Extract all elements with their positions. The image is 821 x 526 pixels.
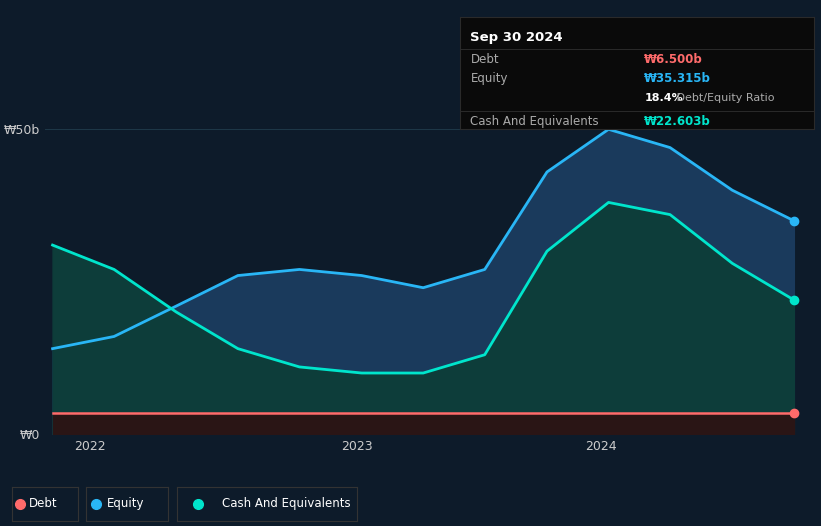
Text: Debt/Equity Ratio: Debt/Equity Ratio xyxy=(672,93,774,103)
Text: ₩22.603b: ₩22.603b xyxy=(644,115,711,128)
Text: Equity: Equity xyxy=(107,497,144,510)
Text: Cash And Equivalents: Cash And Equivalents xyxy=(470,115,599,128)
Text: ₩35.315b: ₩35.315b xyxy=(644,72,711,85)
Text: Debt: Debt xyxy=(29,497,57,510)
Text: Debt: Debt xyxy=(470,53,499,66)
Text: Cash And Equivalents: Cash And Equivalents xyxy=(222,497,351,510)
Text: Sep 30 2024: Sep 30 2024 xyxy=(470,31,563,44)
Text: 18.4%: 18.4% xyxy=(644,93,683,103)
Text: ₩6.500b: ₩6.500b xyxy=(644,53,703,66)
Text: Equity: Equity xyxy=(470,72,508,85)
